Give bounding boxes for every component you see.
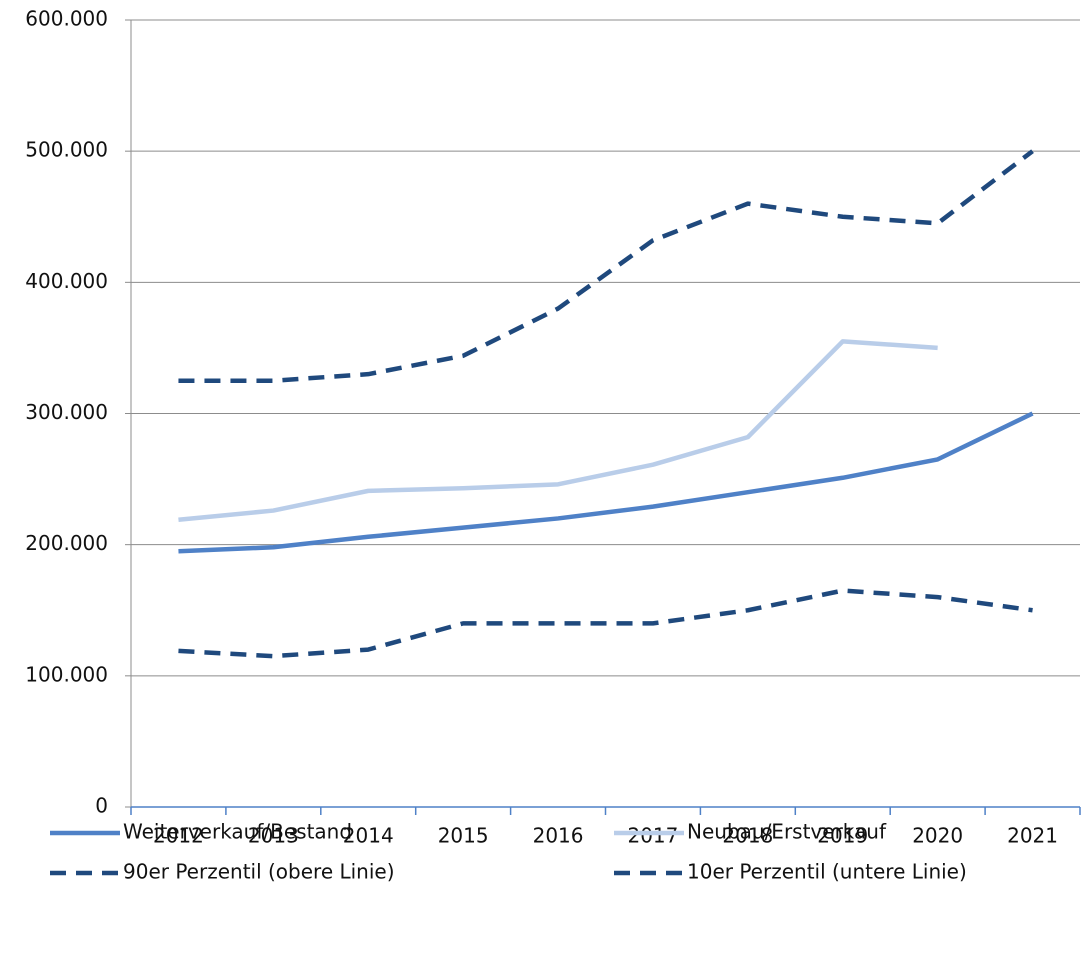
x-tick-label: 2019 xyxy=(817,824,868,848)
legend-label: 10er Perzentil (untere Linie) xyxy=(687,860,967,884)
x-tick-label: 2020 xyxy=(912,824,963,848)
series-line xyxy=(178,149,1034,383)
legend-label: Neubau/Erstverkauf xyxy=(687,820,887,844)
x-tick-label: 2012 xyxy=(153,824,204,848)
y-tick-label: 300.000 xyxy=(25,400,108,424)
y-tick-label: 200.000 xyxy=(25,531,108,555)
x-tick-label: 2021 xyxy=(1007,824,1058,848)
legend-label: Weiterverkauf/Bestand xyxy=(123,820,352,844)
series-line xyxy=(178,339,938,522)
x-tick-label: 2016 xyxy=(533,824,584,848)
y-tick-label: 600.000 xyxy=(25,7,108,31)
x-tick-label: 2013 xyxy=(248,824,299,848)
y-tick-label: 0 xyxy=(95,794,108,818)
x-tick-label: 2018 xyxy=(722,824,773,848)
y-tick-label: 500.000 xyxy=(25,138,108,162)
x-tick-label: 2014 xyxy=(343,824,394,848)
series-line xyxy=(178,588,1033,659)
x-tick-label: 2015 xyxy=(438,824,489,848)
y-tick-label: 400.000 xyxy=(25,269,108,293)
y-tick-label: 100.000 xyxy=(25,662,108,686)
series-line xyxy=(178,411,1034,554)
legend-label: 90er Perzentil (obere Linie) xyxy=(123,860,395,884)
x-tick-label: 2017 xyxy=(627,824,678,848)
